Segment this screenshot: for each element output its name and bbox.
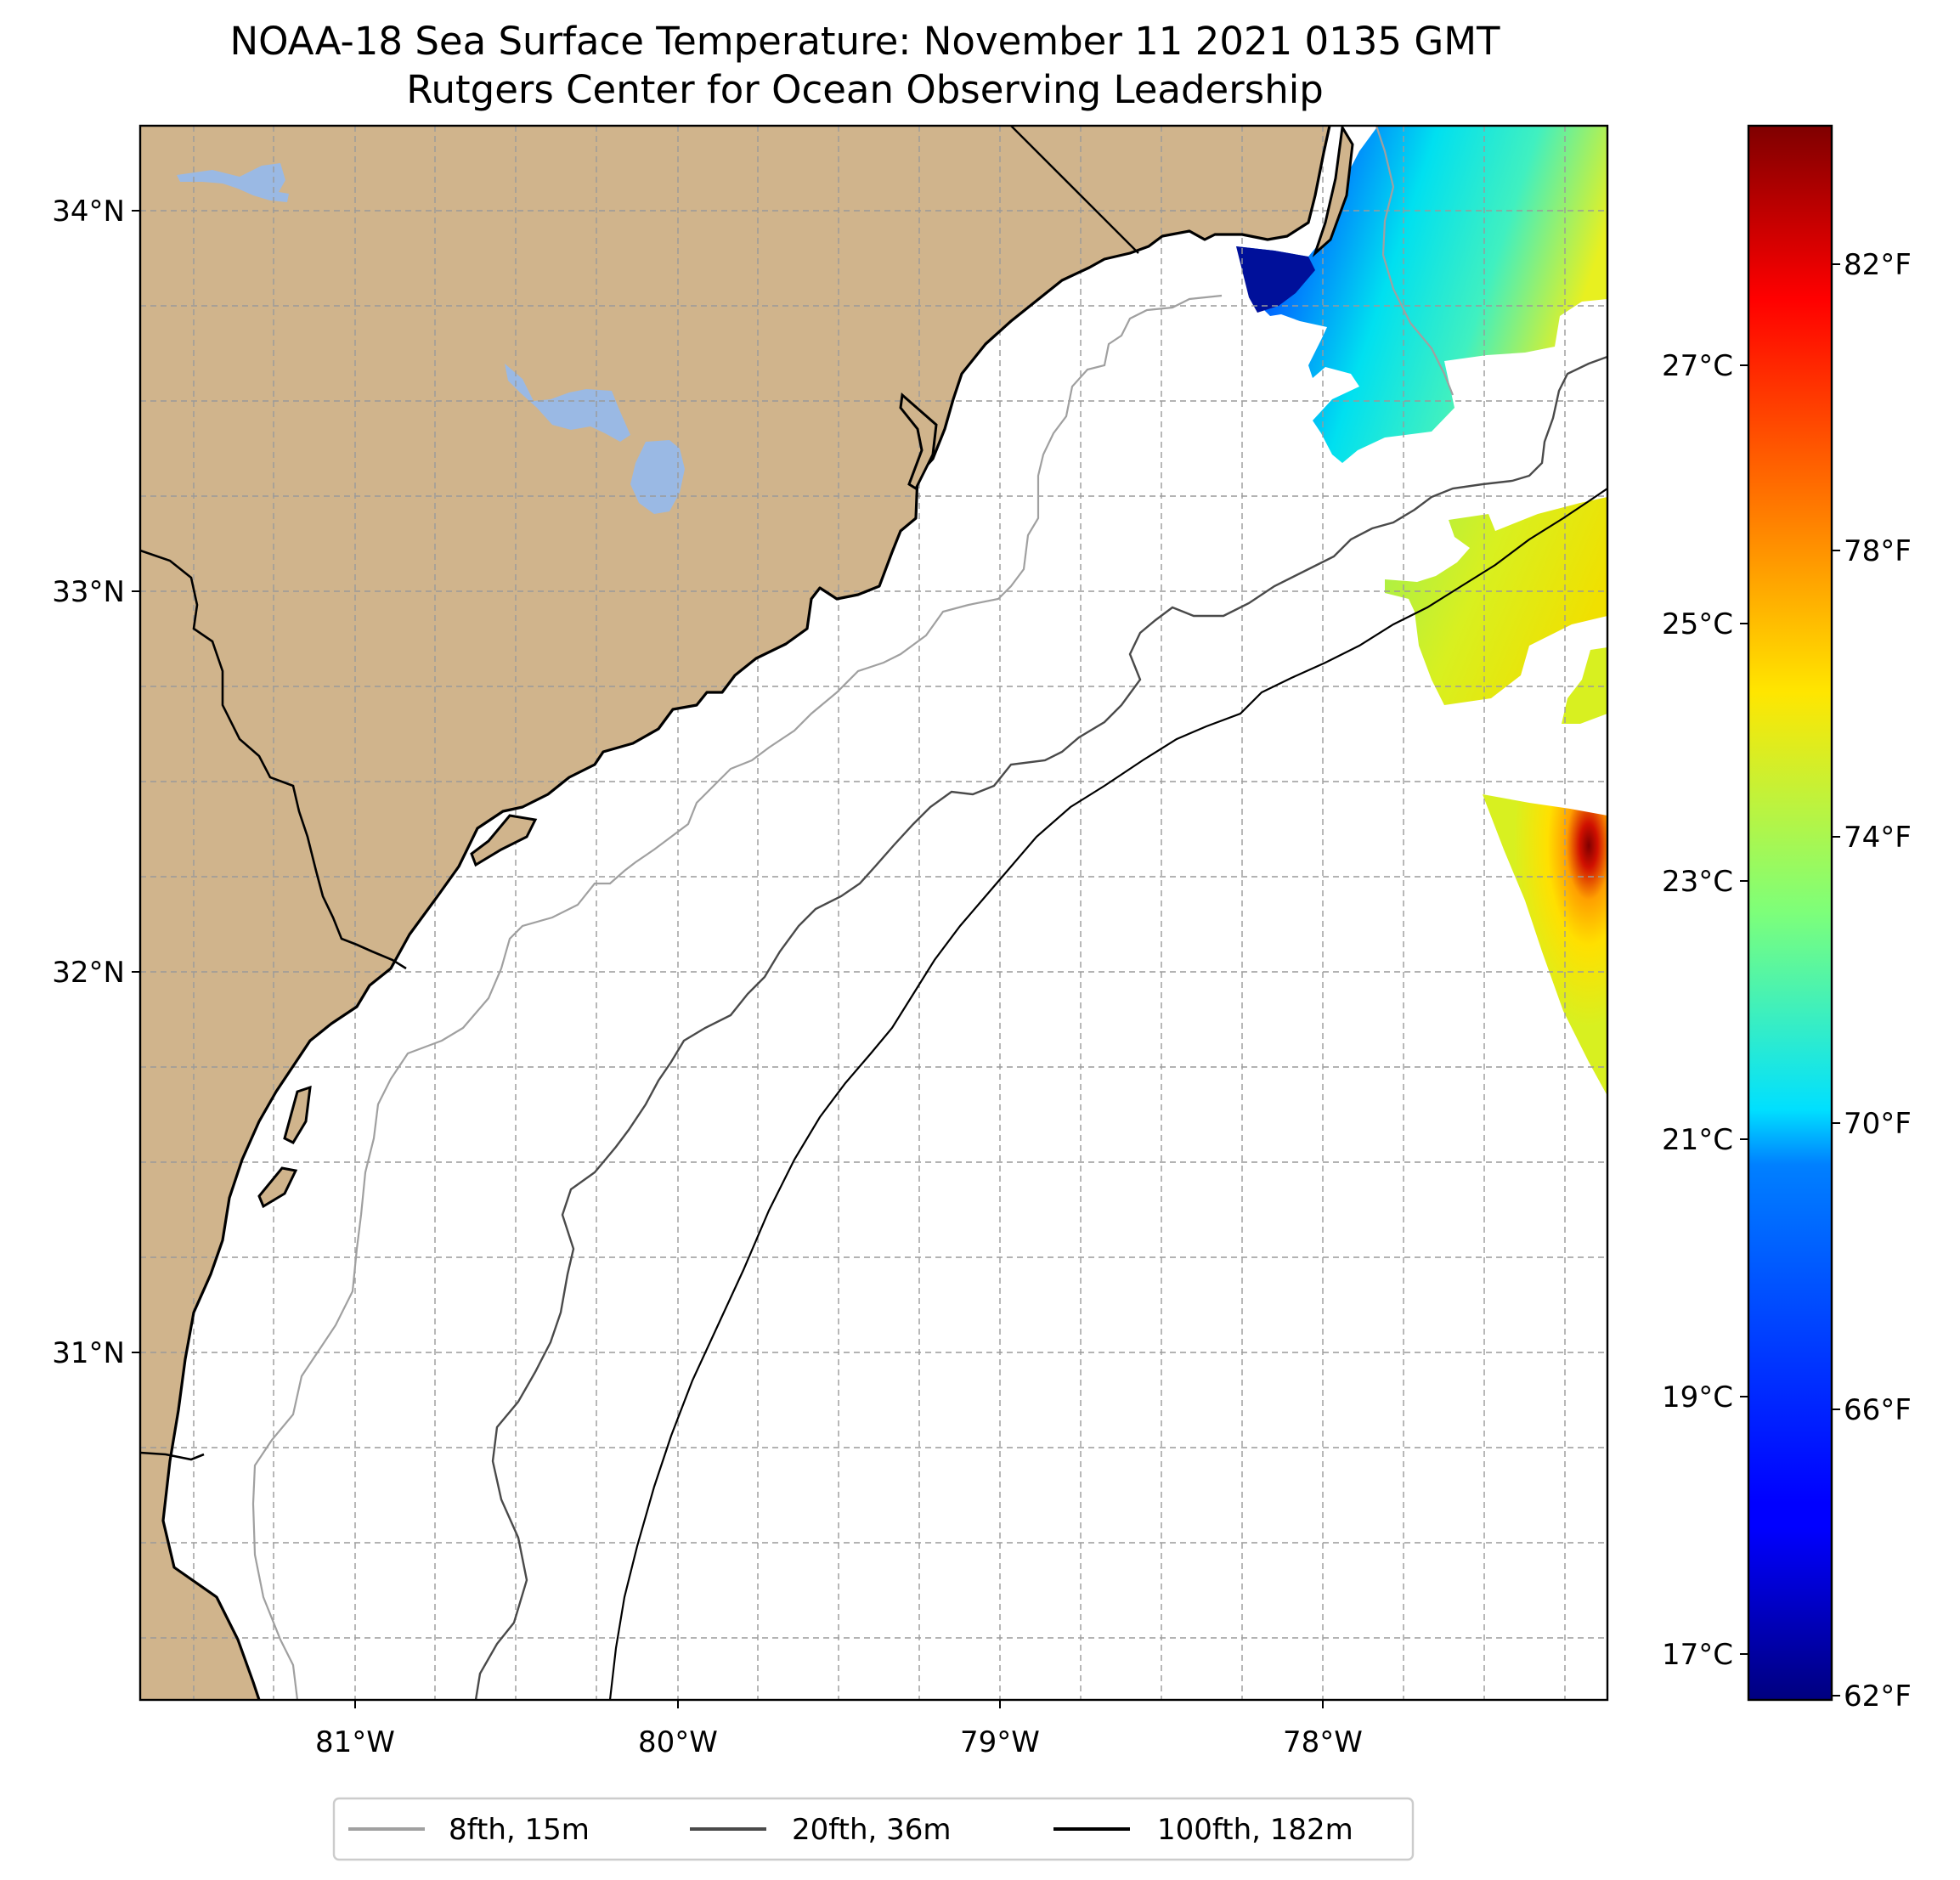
colorbar-f-tick: 62°F (1844, 1680, 1912, 1713)
colorbar-f-tick: 66°F (1844, 1393, 1912, 1427)
isobath-8fth-north (1375, 126, 1454, 396)
map-subtitle: Rutgers Center for Ocean Observing Leade… (406, 67, 1324, 112)
state-border-sc-ga (140, 549, 407, 970)
sst-patch-warm (1483, 794, 1607, 1096)
lake-marion (505, 364, 630, 442)
lat-axis: 34°N 33°N 32°N 31°N (52, 195, 140, 1370)
colorbar-f-tick: 82°F (1844, 248, 1912, 282)
sst-patch-north (1236, 126, 1607, 463)
lat-tick-label: 33°N (52, 575, 125, 609)
colorbar-f-tick: 70°F (1844, 1107, 1912, 1141)
colorbar-c-tick: 25°C (1662, 607, 1733, 641)
legend-label: 8fth, 15m (449, 1813, 590, 1847)
legend: 8fth, 15m 20fth, 36m 100fth, 182m (332, 1797, 1415, 1861)
colorbar-c-tick: 17°C (1662, 1638, 1733, 1672)
colorbar-c-tick: 19°C (1662, 1380, 1733, 1414)
lat-tick-label: 32°N (52, 956, 125, 990)
sst-patch-cold (1236, 246, 1315, 313)
map-title: NOAA-18 Sea Surface Temperature: Novembe… (229, 19, 1500, 64)
isobath-20fth (474, 355, 1607, 1700)
lake-moultrie (630, 440, 685, 514)
colorbar-c-tick: 21°C (1662, 1123, 1733, 1157)
lon-tick-label: 80°W (638, 1725, 718, 1759)
legend-label: 20fth, 36m (792, 1813, 952, 1847)
coastline (161, 126, 1331, 1700)
barrier-island (283, 1085, 312, 1144)
colorbar: 82°F 78°F 74°F 70°F 66°F 62°F 27°C 25°C … (1662, 124, 1912, 1713)
sst-patch-mid (1385, 497, 1607, 705)
sst-patch-east (1562, 647, 1607, 724)
colorbar-f-tick: 78°F (1844, 534, 1912, 568)
land (140, 126, 1330, 1700)
lat-tick-label: 34°N (52, 195, 125, 229)
legend-label: 100fth, 182m (1157, 1813, 1353, 1847)
colorbar-c-tick: 23°C (1662, 865, 1733, 899)
state-border-ga-fl (140, 1451, 205, 1461)
lon-axis: 81°W 80°W 79°W 78°W (315, 1700, 1363, 1759)
lon-tick-label: 79°W (960, 1725, 1040, 1759)
barrier-island (899, 392, 938, 491)
lon-tick-label: 78°W (1283, 1725, 1363, 1759)
barrier-island (1312, 126, 1354, 257)
lat-tick-label: 31°N (52, 1336, 125, 1370)
lon-tick-label: 81°W (315, 1725, 395, 1759)
colorbar-c-tick: 27°C (1662, 349, 1733, 383)
map-area[interactable] (138, 124, 1609, 1702)
barrier-island (257, 1166, 298, 1209)
lake-north (177, 163, 289, 202)
isobath-8fth (251, 294, 1223, 1700)
state-border-nc-sc (1010, 126, 1139, 254)
colorbar-f-tick: 74°F (1844, 821, 1912, 855)
barrier-island (470, 814, 538, 867)
graticule (140, 126, 1607, 1700)
colorbar-gradient (1747, 124, 1833, 1702)
isobath-100fth (608, 488, 1607, 1700)
